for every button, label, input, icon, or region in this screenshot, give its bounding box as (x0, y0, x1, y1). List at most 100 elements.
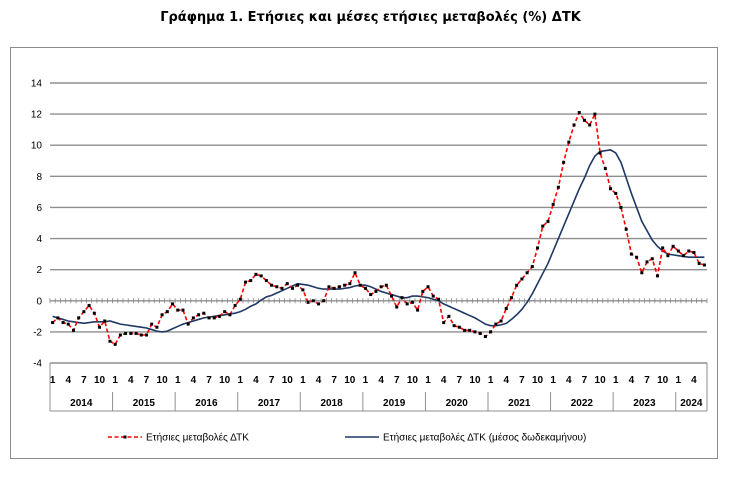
x-month-label: 10 (595, 375, 607, 386)
data-point-annual-change (509, 296, 513, 300)
data-point-annual-change (384, 283, 388, 287)
data-point-annual-change (489, 330, 493, 334)
x-year-label: 2019 (383, 398, 406, 409)
data-point-annual-change (322, 299, 326, 303)
data-point-annual-change (567, 140, 571, 144)
x-month-label: 10 (157, 375, 169, 386)
x-month-label: 4 (316, 375, 322, 386)
data-point-annual-change (337, 285, 341, 289)
x-month-label: 1 (175, 375, 181, 386)
data-point-annual-change (546, 219, 550, 223)
data-point-annual-change (171, 302, 175, 306)
data-point-annual-change (139, 333, 143, 337)
data-point-annual-change (650, 257, 654, 261)
data-point-annual-change (66, 322, 70, 326)
data-point-annual-change (144, 333, 148, 337)
x-month-label: 7 (457, 375, 463, 386)
y-tick-label: -2 (33, 327, 42, 338)
data-point-annual-change (598, 151, 602, 155)
data-point-annual-change (290, 286, 294, 290)
data-point-annual-change (416, 308, 420, 312)
data-point-annual-change (697, 261, 701, 265)
data-point-annual-change (609, 187, 613, 191)
data-point-annual-change (71, 328, 75, 332)
y-tick-label: 12 (31, 110, 43, 121)
y-tick-label: 4 (36, 234, 42, 245)
y-tick-label: 2 (36, 265, 42, 276)
legend-label-12m-average: Ετήσιες μεταβολές ΔΤΚ (μέσος δωδεκαμήνου… (383, 432, 586, 444)
x-year-label: 2020 (446, 398, 469, 409)
x-month-label: 1 (425, 375, 431, 386)
x-month-label: 10 (344, 375, 356, 386)
x-month-label: 4 (629, 375, 635, 386)
x-month-label: 4 (566, 375, 572, 386)
data-point-annual-change (478, 331, 482, 335)
data-point-annual-change (499, 319, 503, 323)
data-point-annual-change (124, 331, 128, 335)
data-point-annual-change (666, 254, 670, 258)
x-year-label: 2017 (258, 398, 281, 409)
data-point-annual-change (525, 271, 529, 275)
series-line-annual-change (52, 110, 705, 346)
data-point-annual-change (134, 331, 138, 335)
x-month-label: 10 (94, 375, 106, 386)
data-point-annual-change (410, 300, 414, 304)
data-point-annual-change (577, 111, 581, 115)
y-tick-label: 0 (36, 296, 42, 307)
data-point-annual-change (176, 308, 180, 312)
x-month-label: 7 (331, 375, 337, 386)
data-point-annual-change (332, 286, 336, 290)
x-year-label: 2024 (680, 398, 703, 409)
data-point-annual-change (202, 311, 206, 315)
data-point-annual-change (468, 328, 472, 332)
data-point-annual-change (348, 282, 352, 286)
x-month-label: 7 (81, 375, 87, 386)
x-year-label: 2015 (133, 398, 156, 409)
data-point-annual-change (504, 307, 508, 311)
data-point-annual-change (87, 303, 91, 307)
data-point-annual-change (562, 160, 566, 164)
data-point-annual-change (280, 286, 284, 290)
x-month-label: 1 (238, 375, 244, 386)
data-point-annual-change (671, 244, 675, 248)
data-point-annual-change (223, 310, 227, 314)
data-point-annual-change (254, 272, 258, 276)
data-point-annual-change (264, 279, 268, 283)
x-month-label: 10 (282, 375, 294, 386)
data-point-annual-change (692, 251, 696, 255)
data-point-annual-change (593, 112, 597, 116)
data-point-annual-change (520, 277, 524, 281)
data-point-annual-change (676, 249, 680, 253)
data-point-annual-change (494, 322, 498, 326)
data-point-annual-change (191, 316, 195, 320)
x-year-label: 2014 (70, 398, 93, 409)
data-point-annual-change (353, 271, 357, 275)
data-point-annual-change (363, 286, 367, 290)
x-year-label: 2016 (195, 398, 218, 409)
y-tick-label: 14 (31, 79, 43, 90)
data-point-annual-change (77, 316, 81, 320)
data-point-annual-change (405, 302, 409, 306)
data-point-annual-change (556, 185, 560, 189)
data-point-annual-change (536, 246, 540, 250)
data-point-annual-change (285, 282, 289, 286)
data-point-annual-change (603, 167, 607, 171)
data-point-annual-change (103, 319, 107, 323)
data-point-annual-change (572, 123, 576, 127)
data-point-annual-change (155, 325, 159, 329)
x-month-label: 4 (378, 375, 384, 386)
x-month-label: 1 (300, 375, 306, 386)
data-point-annual-change (259, 274, 263, 278)
x-year-label: 2023 (633, 398, 656, 409)
data-point-annual-change (197, 313, 201, 317)
data-point-annual-change (311, 299, 315, 303)
x-month-label: 4 (128, 375, 134, 386)
data-point-annual-change (582, 118, 586, 122)
y-tick-label: 8 (36, 172, 42, 183)
data-point-annual-change (181, 308, 185, 312)
data-point-annual-change (421, 289, 425, 293)
data-point-annual-change (640, 271, 644, 275)
x-month-label: 4 (441, 375, 447, 386)
data-point-annual-change (431, 294, 435, 298)
